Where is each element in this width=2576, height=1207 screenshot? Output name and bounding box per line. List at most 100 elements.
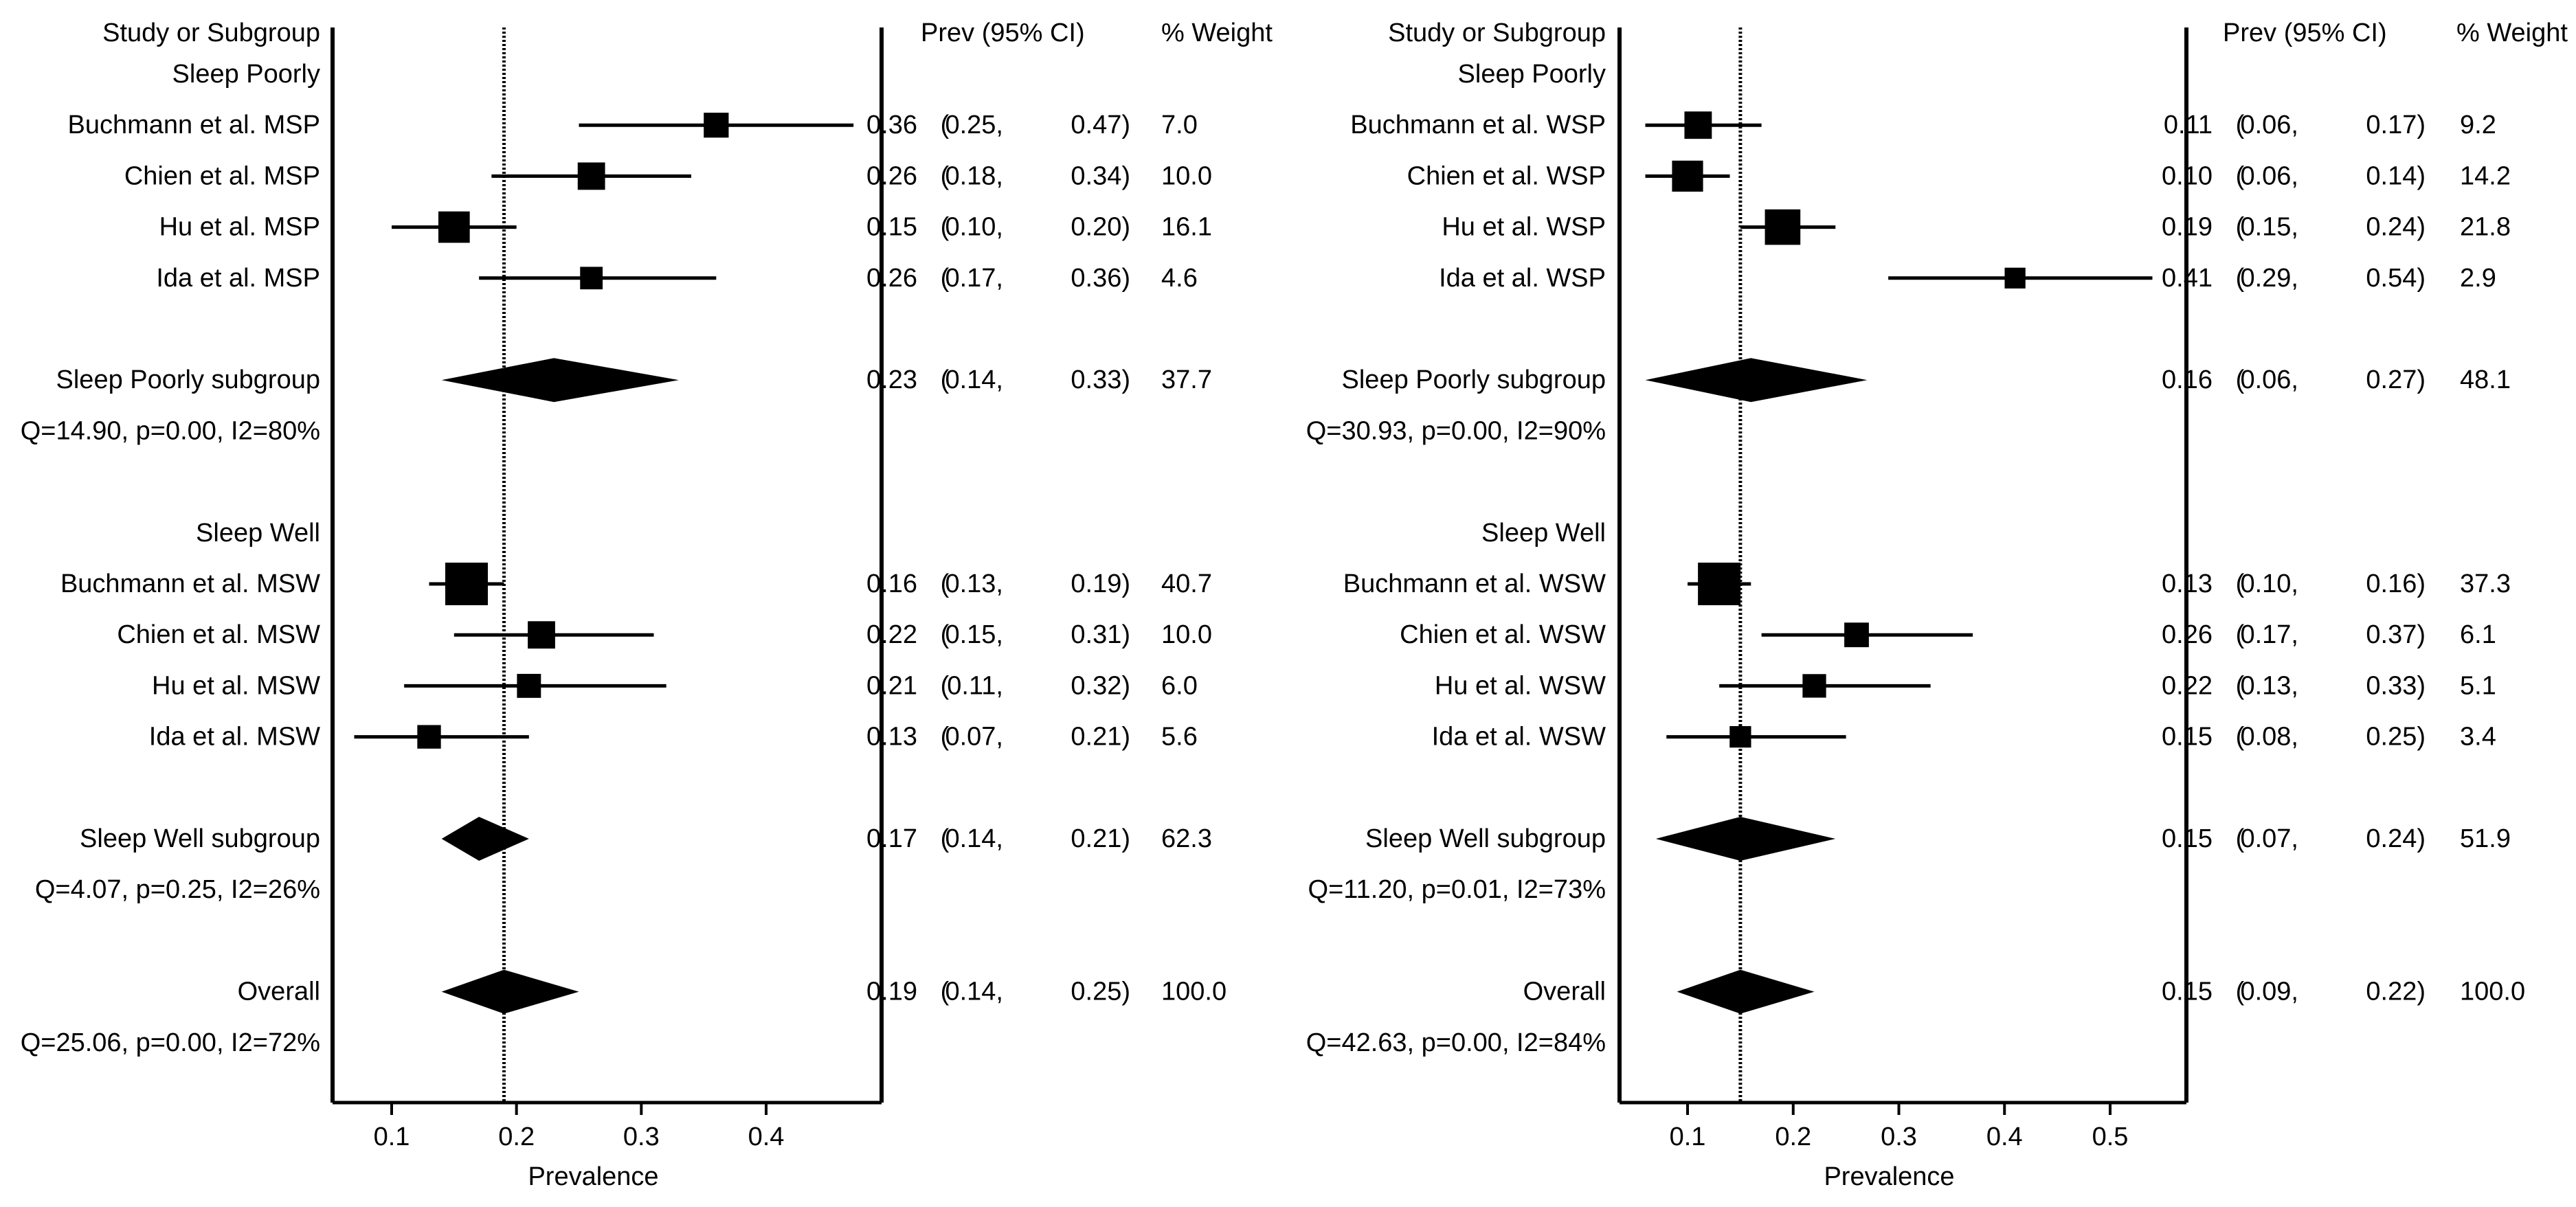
estimate-value: 0.15: [2162, 723, 2213, 752]
heterogeneity-stat: Q=4.07, p=0.25, I2=26%: [35, 875, 320, 904]
estimate-value: 0.21: [866, 671, 917, 700]
study-label: Chien et al. MSW: [117, 620, 320, 649]
study-marker: [2004, 267, 2026, 289]
ci-lower-value: 0.10,: [945, 213, 1003, 242]
weight-value: 62.3: [1161, 824, 1212, 853]
study-label: Chien et al. WSP: [1407, 161, 1606, 190]
study-label: Buchmann et al. MSP: [67, 111, 320, 139]
weight-value: 40.7: [1161, 569, 1212, 598]
estimate-value: 0.23: [866, 365, 917, 394]
x-tick-label: 0.4: [748, 1123, 785, 1151]
weight-value: 48.1: [2460, 365, 2511, 394]
estimate-value: 0.19: [2162, 213, 2213, 242]
ci-open-paren: (: [941, 723, 950, 752]
ci-upper-value: 0.27): [2366, 365, 2426, 394]
study-marker: [517, 673, 541, 698]
estimate-value: 0.26: [866, 264, 917, 293]
ci-upper-value: 0.17): [2366, 111, 2426, 139]
estimate-value: 0.13: [866, 723, 917, 752]
ci-upper-value: 0.24): [2366, 824, 2426, 853]
study-marker: [1698, 563, 1741, 605]
ci-upper-value: 0.33): [2366, 671, 2426, 700]
study-label: Chien et al. WSW: [1400, 620, 1606, 649]
ci-open-paren: (: [2236, 213, 2245, 242]
summary-label: Sleep Poorly subgroup: [1342, 365, 1606, 394]
ci-lower-value: 0.15,: [2240, 213, 2298, 242]
study-marker: [445, 563, 488, 605]
header-estimate: Prev (95% CI): [2223, 19, 2387, 47]
ci-upper-value: 0.21): [1071, 723, 1130, 752]
summary-diamond: [441, 817, 529, 861]
ci-lower-value: 0.14,: [945, 824, 1003, 853]
ci-open-paren: (: [2236, 671, 2245, 700]
summary-label: Sleep Well subgroup: [1365, 824, 1606, 853]
subgroup-heading: Sleep Well: [1481, 519, 1606, 548]
estimate-value: 0.15: [2162, 978, 2213, 1006]
ci-lower-value: 0.17,: [945, 264, 1003, 293]
weight-value: 6.0: [1161, 671, 1198, 700]
ci-lower-value: 0.13,: [2240, 671, 2298, 700]
x-tick-label: 0.3: [623, 1123, 660, 1151]
header-study: Study or Subgroup: [1388, 19, 1606, 47]
ci-lower-value: 0.06,: [2240, 111, 2298, 139]
x-tick-label: 0.3: [1881, 1123, 1917, 1151]
ci-open-paren: (: [2236, 824, 2245, 853]
ci-open-paren: (: [2236, 978, 2245, 1006]
estimate-value: 0.22: [2162, 671, 2213, 700]
study-marker: [528, 621, 555, 649]
ci-upper-value: 0.24): [2366, 213, 2426, 242]
heterogeneity-stat: Q=25.06, p=0.00, I2=72%: [21, 1028, 320, 1057]
ci-lower-value: 0.06,: [2240, 365, 2298, 394]
ci-lower-value: 0.07,: [2240, 824, 2298, 853]
ci-upper-value: 0.47): [1071, 111, 1130, 139]
estimate-value: 0.16: [2162, 365, 2213, 394]
weight-value: 37.3: [2460, 569, 2511, 598]
weight-value: 14.2: [2460, 161, 2511, 190]
ci-upper-value: 0.32): [1071, 671, 1130, 700]
estimate-value: 0.13: [2162, 569, 2213, 598]
ci-lower-value: 0.18,: [945, 161, 1003, 190]
summary-diamond: [441, 969, 579, 1014]
summary-label: Overall: [1523, 978, 1606, 1006]
subgroup-heading: Sleep Well: [196, 519, 320, 548]
weight-value: 100.0: [1161, 978, 1227, 1006]
ci-upper-value: 0.20): [1071, 213, 1130, 242]
ci-open-paren: (: [2236, 111, 2245, 139]
ci-lower-value: 0.14,: [945, 978, 1003, 1006]
ci-lower-value: 0.11,: [947, 671, 1003, 700]
ci-open-paren: (: [941, 620, 950, 649]
ci-open-paren: (: [941, 824, 950, 853]
weight-value: 7.0: [1161, 111, 1198, 139]
ci-upper-value: 0.25): [1071, 978, 1130, 1006]
ci-lower-value: 0.08,: [2240, 723, 2298, 752]
weight-value: 51.9: [2460, 824, 2511, 853]
study-marker: [1844, 622, 1869, 648]
ci-open-paren: (: [941, 978, 950, 1006]
header-study: Study or Subgroup: [102, 19, 320, 47]
weight-value: 2.9: [2460, 264, 2496, 293]
x-tick-label: 0.2: [498, 1123, 535, 1151]
x-tick-label: 0.5: [2092, 1123, 2129, 1151]
ci-open-paren: (: [941, 161, 950, 190]
study-label: Buchmann et al. WSW: [1343, 569, 1606, 598]
ci-upper-value: 0.16): [2366, 569, 2426, 598]
estimate-value: 0.16: [866, 569, 917, 598]
summary-label: Sleep Well subgroup: [80, 824, 320, 853]
header-estimate: Prev (95% CI): [921, 19, 1085, 47]
ci-open-paren: (: [941, 213, 950, 242]
ci-upper-value: 0.33): [1071, 365, 1130, 394]
summary-diamond: [1655, 817, 1836, 861]
ci-open-paren: (: [941, 569, 950, 598]
study-marker: [417, 725, 441, 749]
x-tick-label: 0.4: [1986, 1123, 2023, 1151]
ci-lower-value: 0.13,: [945, 569, 1003, 598]
weight-value: 5.6: [1161, 723, 1198, 752]
study-label: Hu et al. WSW: [1435, 671, 1606, 700]
ci-upper-value: 0.36): [1071, 264, 1130, 293]
header-weight: % Weight: [1161, 19, 1273, 47]
weight-value: 3.4: [2460, 723, 2496, 752]
ci-upper-value: 0.19): [1071, 569, 1130, 598]
ci-upper-value: 0.14): [2366, 161, 2426, 190]
estimate-value: 0.19: [866, 978, 917, 1006]
